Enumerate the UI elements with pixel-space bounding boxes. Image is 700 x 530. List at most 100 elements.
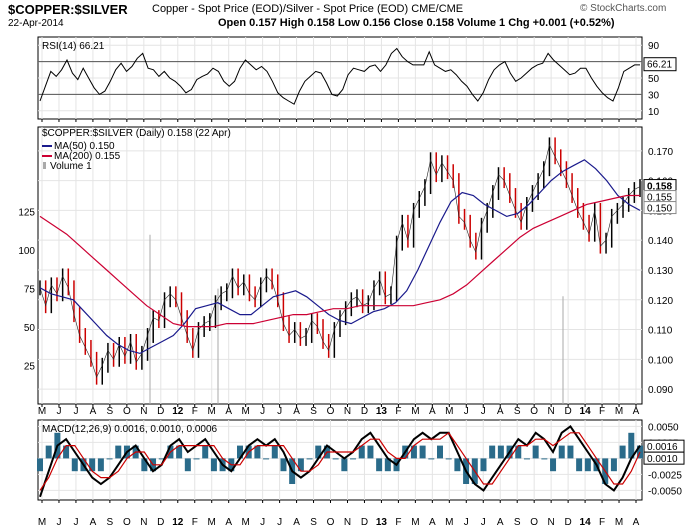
macd-legend: MACD(12,26,9) 0.0016, 0.0010, 0.0006 — [42, 424, 218, 435]
x-tick-label: N — [344, 406, 351, 417]
macd-histogram-bar — [97, 458, 104, 472]
chart-description: Copper - Spot Price (EOD)/Silver - Spot … — [152, 3, 463, 15]
x-tick-label: D — [157, 517, 164, 528]
macd-histogram-bar — [489, 445, 496, 459]
x-tick-label: J — [481, 406, 486, 417]
rsi-y-tick-label: 90 — [648, 41, 660, 52]
x-tick-label: D — [564, 406, 571, 417]
x-tick-label: S — [514, 406, 521, 417]
x-tick-label: M — [241, 517, 249, 528]
volume-axis-label: 125 — [18, 208, 35, 219]
macd-y-tick-label: -0.0050 — [648, 486, 682, 497]
x-tick-label: N — [140, 406, 147, 417]
macd-y-tick-label: -0.0025 — [648, 470, 682, 481]
price-value-label: 0.150 — [647, 204, 672, 215]
x-tick-label: J — [73, 517, 78, 528]
price-y-tick-label: 0.100 — [648, 355, 673, 366]
macd-histogram-bar — [558, 445, 565, 459]
x-tick-label: 12 — [172, 406, 184, 417]
macd-histogram-bar — [63, 445, 70, 459]
x-tick-label: A — [497, 406, 504, 417]
x-tick-label: F — [395, 517, 401, 528]
ma200-legend: MA(200) 0.155 — [54, 151, 121, 162]
price-value-label: 0.158 — [647, 182, 672, 193]
x-tick-label: A — [429, 406, 436, 417]
rsi-y-tick-label: 10 — [648, 107, 660, 118]
x-tick-label: S — [514, 517, 521, 528]
macd-histogram-bar — [271, 445, 278, 459]
macd-histogram-bar — [358, 445, 365, 459]
macd-histogram-bar — [350, 458, 357, 460]
macd-histogram-bar — [610, 458, 617, 472]
macd-histogram-bar — [184, 458, 191, 472]
macd-histogram-bar — [523, 458, 530, 460]
macd-histogram-bar — [193, 458, 200, 460]
x-tick-label: M — [411, 517, 419, 528]
macd-histogram-bar — [315, 445, 322, 459]
macd-value-label: 0.0010 — [647, 454, 678, 465]
x-tick-label: F — [395, 406, 401, 417]
macd-histogram-bar — [115, 445, 122, 459]
macd-histogram-bar — [384, 458, 391, 472]
x-tick-label: M — [208, 406, 216, 417]
macd-histogram-bar — [584, 458, 591, 472]
macd-value-label: 0.0016 — [647, 442, 678, 453]
macd-histogram-bar — [428, 458, 435, 460]
x-tick-label: M — [445, 406, 453, 417]
x-tick-label: S — [310, 406, 317, 417]
x-tick-label: J — [481, 517, 486, 528]
x-tick-label: A — [293, 406, 300, 417]
x-tick-label: 12 — [172, 517, 184, 528]
x-tick-label: F — [192, 406, 198, 417]
macd-histogram-bar — [210, 458, 217, 472]
x-tick-label: N — [548, 406, 555, 417]
x-tick-label: F — [192, 517, 198, 528]
x-tick-label: 14 — [580, 517, 592, 528]
macd-histogram-bar — [297, 458, 304, 472]
macd-histogram-bar — [71, 458, 78, 472]
x-tick-label: N — [344, 517, 351, 528]
x-tick-label: O — [123, 406, 131, 417]
x-tick-label: D — [157, 406, 164, 417]
x-tick-label: J — [56, 517, 61, 528]
x-tick-label: M — [208, 517, 216, 528]
x-tick-label: F — [599, 517, 605, 528]
macd-histogram-bar — [567, 445, 574, 459]
macd-histogram-bar — [497, 445, 504, 459]
x-tick-label: J — [277, 517, 282, 528]
description: Copper - Spot Price (EOD)/Silver - Spot … — [152, 3, 409, 15]
macd-histogram-bar — [341, 458, 348, 472]
rsi-legend: RSI(14) 66.21 — [42, 41, 105, 52]
macd-histogram-bar — [445, 458, 452, 460]
volume-axis-label: 75 — [24, 285, 36, 296]
x-tick-label: N — [548, 517, 555, 528]
price-y-tick-label: 0.110 — [648, 326, 673, 337]
x-tick-label: A — [90, 406, 97, 417]
x-tick-label: J — [277, 406, 282, 417]
x-tick-label: S — [107, 517, 114, 528]
x-tick-label: O — [530, 517, 538, 528]
volume-legend-swatch — [43, 162, 46, 169]
volume-axis-label: 50 — [24, 323, 36, 334]
x-tick-label: 14 — [580, 406, 592, 417]
exchange: CME/CME — [411, 3, 464, 15]
source-credit: © StockCharts.com — [580, 3, 667, 14]
x-tick-label: A — [90, 517, 97, 528]
macd-histogram-bar — [480, 458, 487, 472]
macd-value-box — [643, 451, 685, 465]
rsi-y-tick-label: 50 — [648, 74, 660, 85]
price-y-tick-label: 0.090 — [648, 385, 673, 396]
x-tick-label: F — [599, 406, 605, 417]
x-tick-label: 13 — [376, 517, 388, 528]
x-tick-label: J — [73, 406, 78, 417]
macd-histogram-bar — [106, 458, 113, 460]
price-y-tick-label: 0.170 — [648, 147, 673, 158]
x-tick-label: M — [38, 406, 46, 417]
x-tick-label: A — [225, 517, 232, 528]
macd-y-tick-label: 0.0050 — [648, 422, 679, 433]
macd-histogram-bar — [254, 445, 261, 459]
x-tick-label: M — [445, 517, 453, 528]
macd-histogram-bar — [89, 458, 96, 472]
x-tick-label: J — [464, 517, 469, 528]
macd-histogram-bar — [332, 458, 339, 460]
